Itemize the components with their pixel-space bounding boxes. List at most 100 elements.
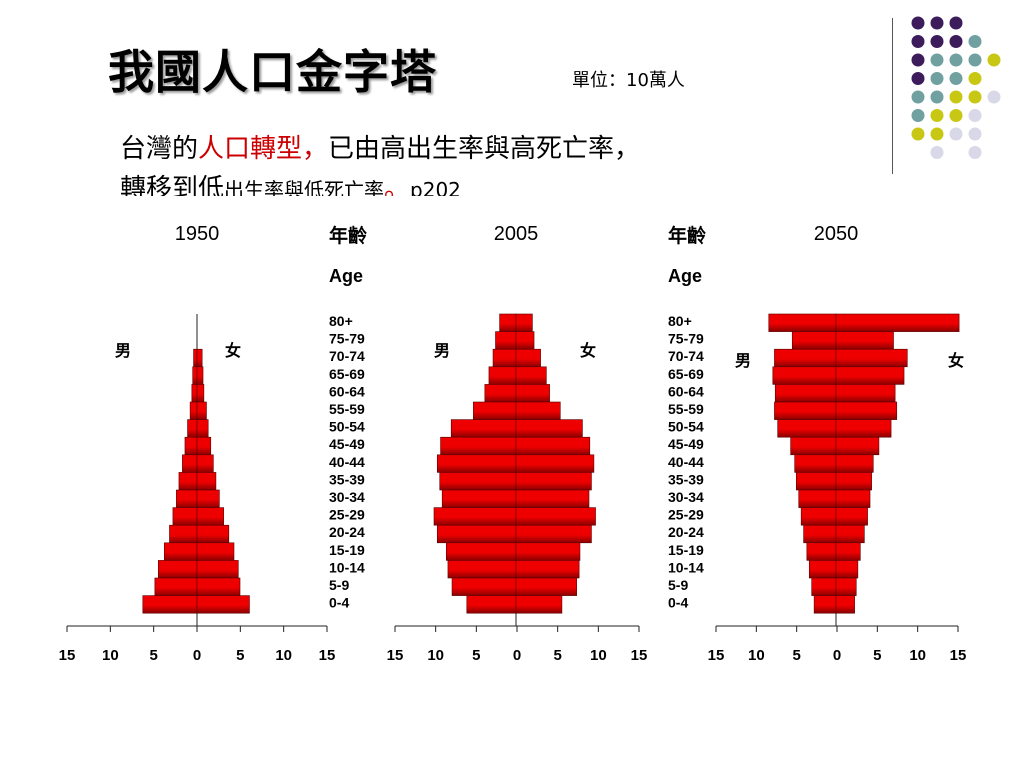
bar-female-75-79 <box>835 331 894 350</box>
age-label: 0-4 <box>329 595 349 611</box>
bar-female-45-49 <box>515 436 591 456</box>
age-label: 60-64 <box>668 383 704 399</box>
bar-male-15-19 <box>445 542 517 561</box>
subtitle-highlight: 人口轉型， <box>198 134 329 164</box>
bar-female-65-69 <box>835 366 905 385</box>
chart-title: 2005 <box>494 223 539 245</box>
bar-female-55-59 <box>835 401 898 420</box>
bar-male-15-19 <box>164 542 198 561</box>
bar-female-80+ <box>835 313 960 332</box>
age-label: 70-74 <box>329 348 365 364</box>
bar-male-55-59 <box>473 401 517 420</box>
bar-female-35-39 <box>515 472 592 491</box>
bar-female-40-44 <box>196 454 214 473</box>
bar-male-30-34 <box>441 489 517 508</box>
age-label: 50-54 <box>668 419 704 435</box>
chart-panel: 1950 男女 15 10 5 0 5 10 15 年齡 Age 80+ 75-79 70-74 65-69… <box>45 196 985 692</box>
x-tick-label: 5 <box>472 647 480 664</box>
female-label: 女 <box>948 351 964 370</box>
decorative-dot <box>930 127 944 141</box>
bar-female-70-74 <box>835 348 908 368</box>
bar-female-50-54 <box>196 419 209 438</box>
bar-female-70-74 <box>196 348 203 368</box>
subtitle-line-2: 轉移到低出生率與低死亡率。p202 <box>120 168 461 205</box>
bar-female-15-19 <box>515 542 581 561</box>
bar-female-80+ <box>515 313 533 332</box>
female-label: 女 <box>580 341 596 360</box>
bar-male-40-44 <box>182 454 198 473</box>
bar-female-45-49 <box>835 436 880 456</box>
bar-female-0-4 <box>196 595 250 614</box>
bar-female-30-34 <box>515 489 590 508</box>
bar-male-65-69 <box>488 366 517 385</box>
age-label: 10-14 <box>329 559 365 575</box>
x-tick-label: 10 <box>427 647 444 664</box>
bar-female-75-79 <box>515 331 535 350</box>
x-tick-label: 0 <box>513 647 521 664</box>
age-label: 75-79 <box>329 331 365 347</box>
decorative-dot <box>949 16 963 30</box>
bar-male-5-9 <box>811 577 837 596</box>
bar-female-10-14 <box>196 560 239 579</box>
decorative-dot <box>968 127 982 141</box>
age-header-en: Age <box>668 266 702 286</box>
bar-male-5-9 <box>154 577 198 596</box>
bar-male-15-19 <box>806 542 837 561</box>
bar-male-50-54 <box>187 419 198 438</box>
bar-male-75-79 <box>495 331 517 350</box>
x-tick-label: 10 <box>748 647 765 664</box>
bar-female-15-19 <box>196 542 235 561</box>
bar-female-25-29 <box>196 507 224 526</box>
decorative-dot <box>968 72 982 85</box>
age-label: 45-49 <box>329 436 365 452</box>
bar-male-50-54 <box>777 419 837 438</box>
x-tick-label: 15 <box>708 647 725 664</box>
subtitle-line-1: 台灣的人口轉型，已由高出生率與高死亡率， <box>120 128 640 165</box>
bar-female-50-54 <box>515 419 583 438</box>
bar-female-0-4 <box>515 595 563 614</box>
decorative-dot <box>949 127 963 141</box>
bar-male-25-29 <box>800 507 837 526</box>
decorative-dot <box>968 90 982 104</box>
bar-female-45-49 <box>196 436 212 456</box>
bar-male-50-54 <box>450 419 517 438</box>
age-label: 10-14 <box>668 559 704 575</box>
page-title: 我國人口金字塔 <box>108 45 437 99</box>
decorative-dot <box>949 35 963 48</box>
bar-male-65-69 <box>772 366 837 385</box>
x-tick-label: 5 <box>873 647 881 664</box>
x-tick-label: 10 <box>102 647 119 664</box>
age-label: 80+ <box>668 313 692 329</box>
bar-male-55-59 <box>189 401 198 420</box>
bar-female-30-34 <box>835 489 871 508</box>
bar-male-10-14 <box>808 560 837 579</box>
bar-male-25-29 <box>172 507 198 526</box>
x-tick-label: 5 <box>236 647 244 664</box>
age-label: 25-29 <box>329 507 365 523</box>
x-tick-label: 0 <box>193 647 201 664</box>
decorative-dot <box>949 90 963 104</box>
age-label: 60-64 <box>329 383 365 399</box>
age-label: 15-19 <box>329 542 365 558</box>
decorative-dot <box>987 53 1001 67</box>
age-label: 75-79 <box>668 331 704 347</box>
bar-male-35-39 <box>178 472 198 491</box>
x-tick-label: 15 <box>950 647 967 664</box>
bar-female-20-24 <box>515 524 592 544</box>
bar-female-50-54 <box>835 419 892 438</box>
decorative-dot <box>949 72 963 85</box>
decorative-dot <box>911 127 925 141</box>
decorative-dot <box>911 16 925 30</box>
bar-female-70-74 <box>515 348 541 368</box>
age-label: 50-54 <box>329 419 365 435</box>
bar-female-10-14 <box>835 560 859 579</box>
bar-female-55-59 <box>515 401 561 420</box>
age-header: 年齡 <box>329 224 367 247</box>
bar-male-80+ <box>768 313 837 332</box>
x-tick-label: 15 <box>319 647 336 664</box>
bar-female-65-69 <box>515 366 547 385</box>
x-tick-label: 5 <box>149 647 157 664</box>
bar-female-55-59 <box>196 401 207 420</box>
